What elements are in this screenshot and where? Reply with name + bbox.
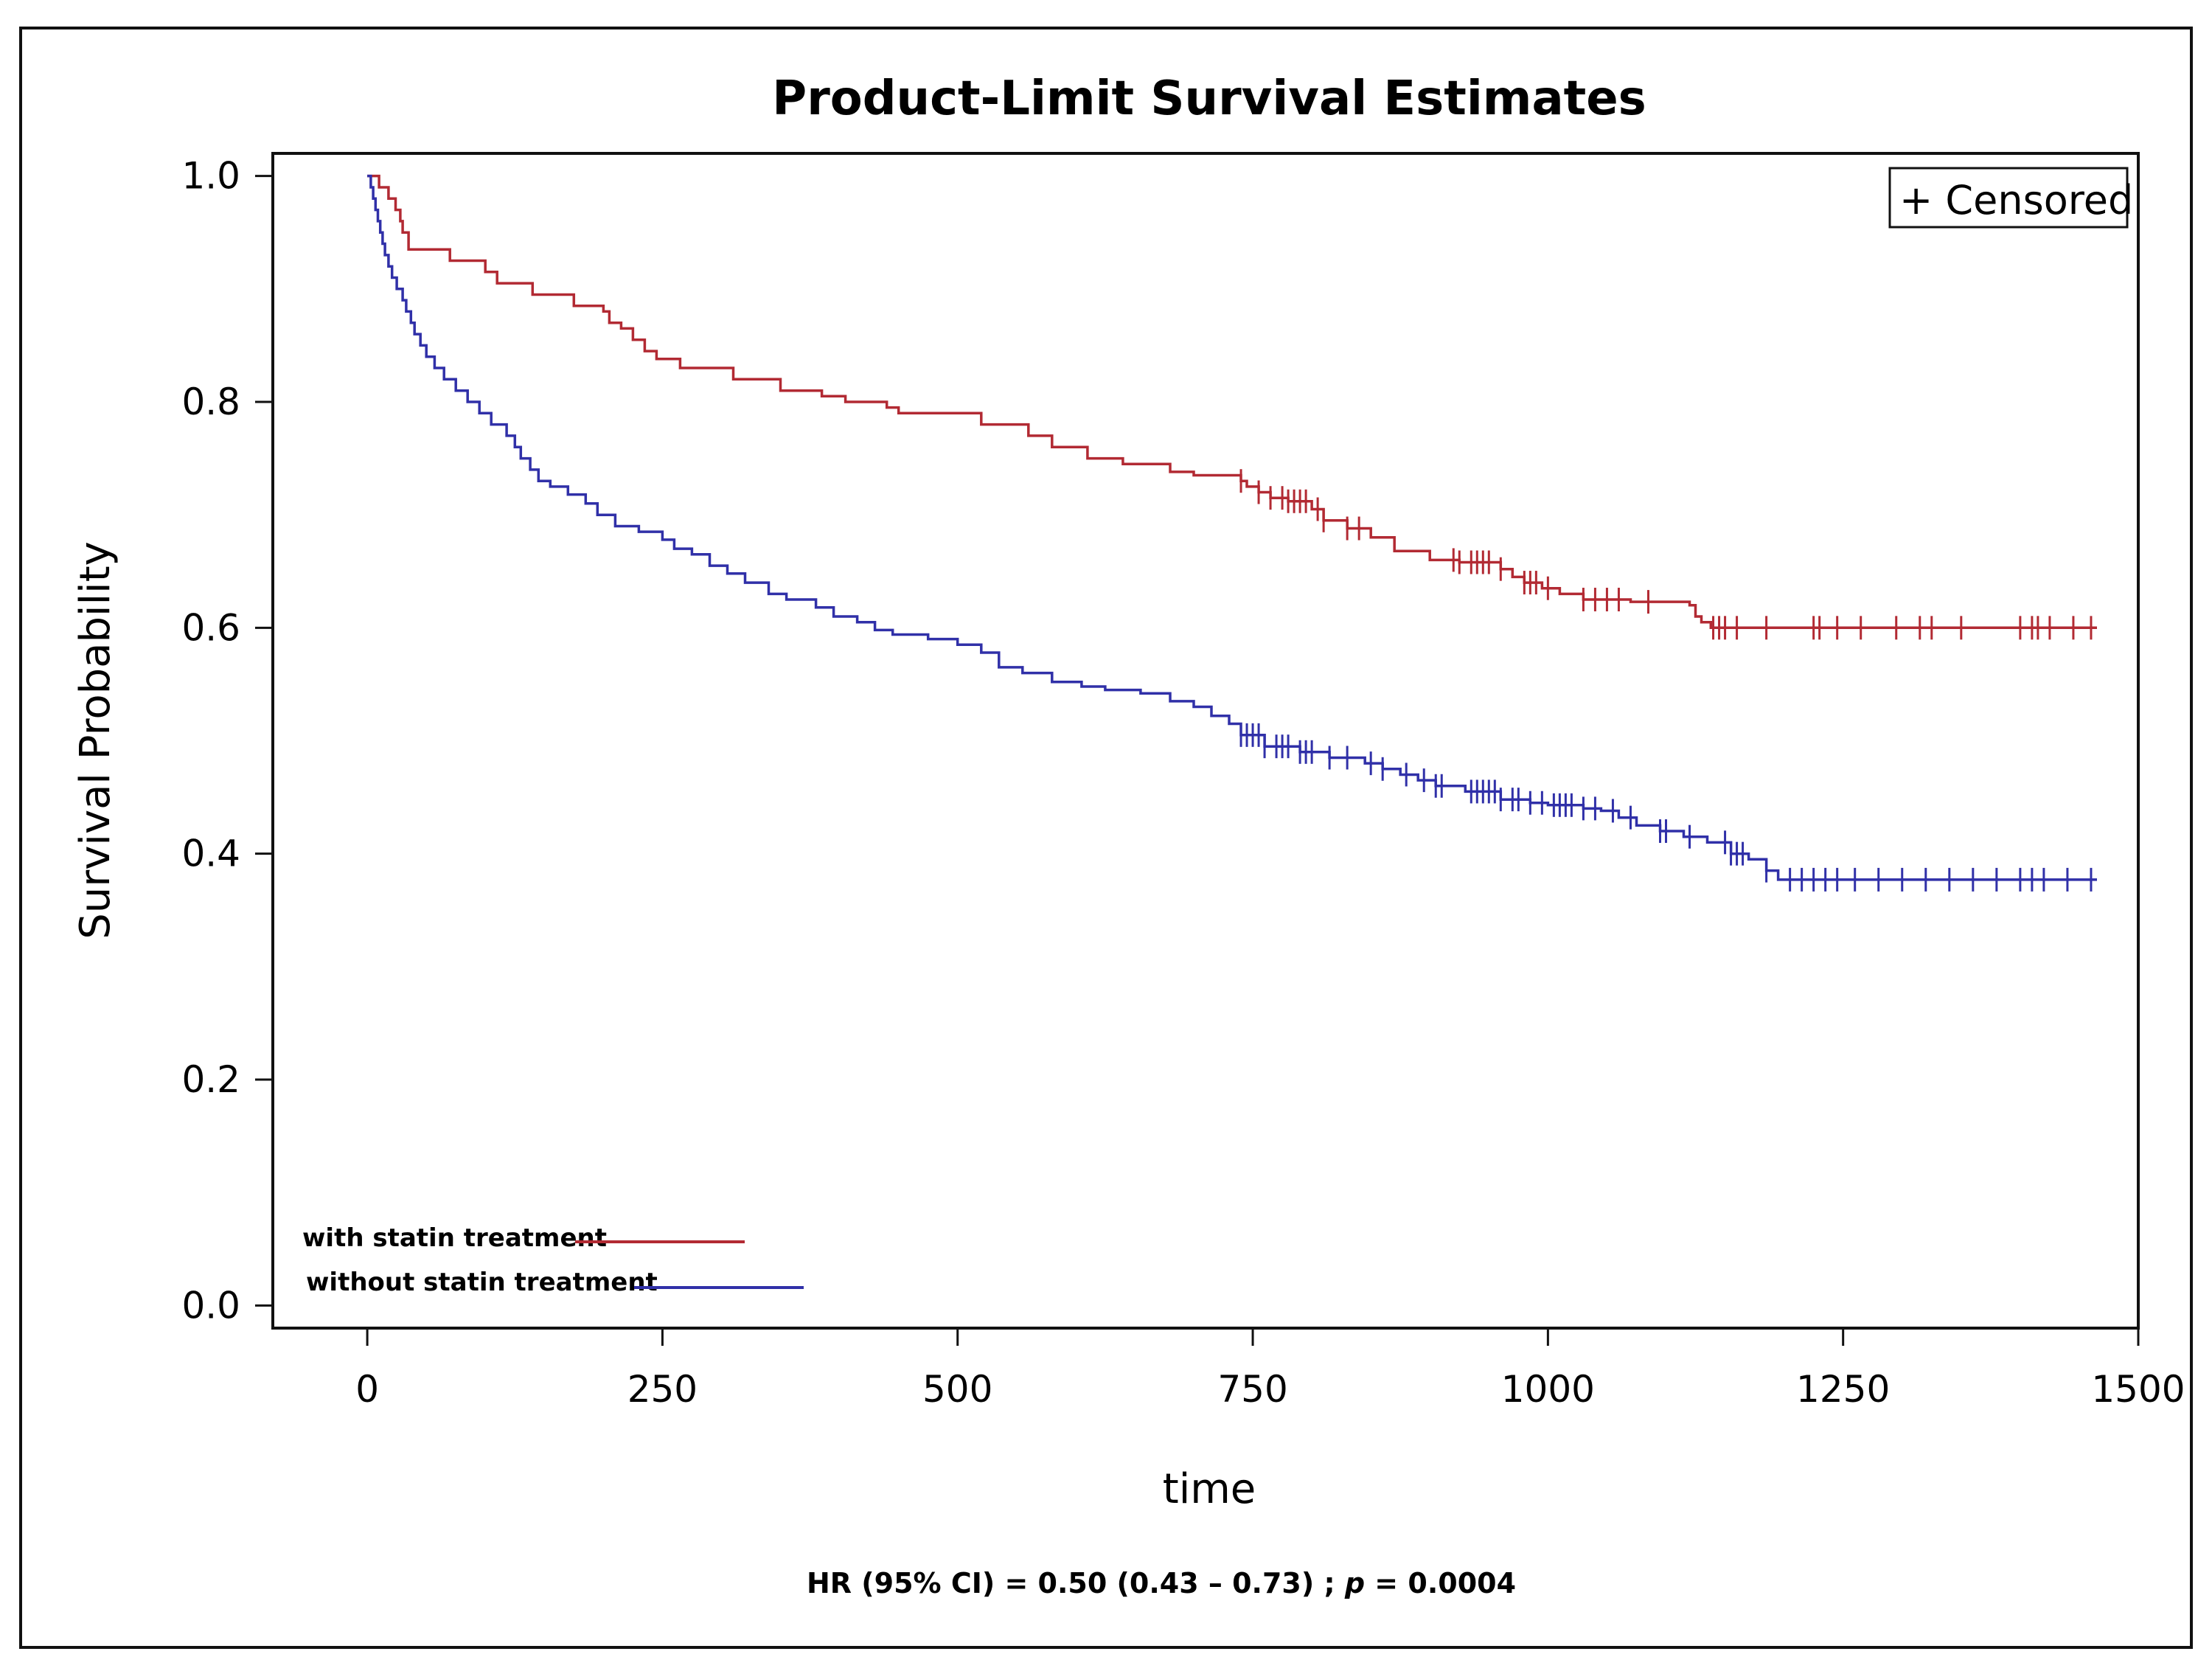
censored-legend-label: + Censored — [1899, 177, 2133, 223]
x-tick-label-5: 1250 — [1796, 1368, 1890, 1411]
x-tick-label-0: 0 — [355, 1368, 379, 1411]
x-tick-label-1: 250 — [627, 1368, 698, 1411]
y-tick-label-1: 0.2 — [181, 1058, 240, 1101]
p-symbol: p — [1344, 1567, 1365, 1599]
hr-text: HR (95% CI) = 0.50 (0.43 – 0.73) ; — [807, 1567, 1345, 1599]
axes: 0 250 500 750 1000 1250 1500 0.0 0.2 0.4 0.6 0.8 1.0 — [181, 155, 2185, 1411]
series-1 — [367, 174, 2097, 892]
x-tick-label-4: 1000 — [1501, 1368, 1595, 1411]
figure-frame — [19, 27, 2193, 1649]
y-tick-label-4: 0.8 — [181, 381, 240, 423]
y-axis-label: Survival Probability — [72, 541, 119, 939]
y-tick-label-2: 0.4 — [181, 833, 240, 875]
x-axis-label: time — [1163, 1465, 1256, 1513]
x-tick-label-6: 1500 — [2091, 1368, 2185, 1411]
x-tick-label-3: 750 — [1217, 1368, 1287, 1411]
censored-legend-box — [1888, 167, 2129, 229]
hazard-ratio-annotation: HR (95% CI) = 0.50 (0.43 – 0.73) ; p = 0… — [807, 1567, 1516, 1599]
plot-area — [271, 152, 2140, 1330]
legend-label-statin: with statin treatment — [302, 1223, 607, 1253]
legend-label-no-statin: without statin treatment — [306, 1268, 658, 1297]
y-tick-label-3: 0.6 — [181, 606, 240, 649]
p-value: = 0.0004 — [1365, 1567, 1516, 1599]
survival-curve-0 — [367, 174, 2097, 630]
chart-title: Product-Limit Survival Estimates — [772, 72, 1646, 126]
series-layer — [367, 174, 2097, 892]
series-legend: with statin treatment without statin tre… — [302, 1223, 804, 1297]
y-tick-label-5: 1.0 — [181, 155, 240, 198]
series-0 — [367, 174, 2097, 640]
y-tick-label-0: 0.0 — [181, 1284, 240, 1327]
censored-legend: + Censored — [1888, 167, 2133, 229]
x-tick-label-2: 500 — [922, 1368, 992, 1411]
